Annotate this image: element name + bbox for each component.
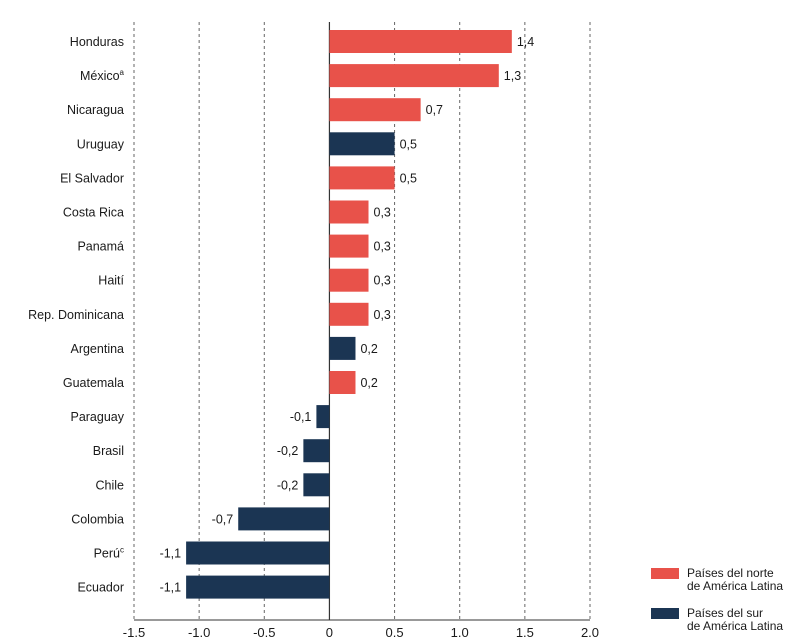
bar <box>329 336 356 360</box>
x-tick-label: 2.0 <box>581 625 599 640</box>
category-label: Méxicoa <box>80 68 125 83</box>
category-label: Costa Rica <box>63 206 124 220</box>
bar <box>303 439 330 463</box>
category-label: El Salvador <box>60 171 124 185</box>
category-label: Guatemala <box>63 376 124 390</box>
legend-label-line2: de América Latina <box>687 619 783 633</box>
bar <box>329 302 369 326</box>
category-labels: Honduras Méxicoa Nicaragua Uruguay El Salvad… <box>28 35 125 595</box>
x-tick-label: 1.5 <box>516 625 534 640</box>
category-label: Perúc <box>94 546 124 561</box>
value-labels: 1,4 1,3 0,7 0,5 0,5 0,3 0,3 0,3 0,3 0,2 0,2 -0,1 -0,… <box>160 35 535 595</box>
bar <box>186 575 330 599</box>
x-tick-label: 1.0 <box>451 625 469 640</box>
value-label: 0,3 <box>374 308 391 322</box>
bar <box>329 234 369 258</box>
value-label: -0,2 <box>277 478 299 492</box>
value-label: 0,3 <box>374 240 391 254</box>
category-label: Panamá <box>77 240 124 254</box>
value-label: 1,3 <box>504 69 521 83</box>
bar <box>329 200 369 224</box>
category-label: Haití <box>98 274 124 288</box>
legend-label: Países del sur <box>687 606 763 620</box>
category-label: Ecuador <box>77 581 124 595</box>
value-label: -1,1 <box>160 581 182 595</box>
value-label: 0,2 <box>360 376 377 390</box>
bar <box>329 30 512 53</box>
category-label: Colombia <box>71 512 124 526</box>
category-label: Paraguay <box>70 410 124 424</box>
bar <box>316 405 330 429</box>
value-label: 0,2 <box>360 342 377 356</box>
value-label: 1,4 <box>517 35 534 49</box>
value-label: -0,2 <box>277 444 299 458</box>
category-label: Brasil <box>93 444 124 458</box>
legend-label: Países del norte <box>687 566 774 580</box>
category-label: Chile <box>96 478 125 492</box>
category-label: Uruguay <box>77 137 125 151</box>
x-tick-label: -1.0 <box>188 625 210 640</box>
value-label: -0,7 <box>212 512 234 526</box>
value-label: -1,1 <box>160 547 182 561</box>
x-tick-label: -0.5 <box>253 625 275 640</box>
legend-swatch <box>651 608 679 619</box>
value-label: 0,7 <box>426 103 443 117</box>
legend-swatch <box>651 568 679 579</box>
legend-label-line2: de América Latina <box>687 579 783 593</box>
value-label: 0,5 <box>400 137 417 151</box>
category-label: Honduras <box>70 35 124 49</box>
bar <box>186 541 330 565</box>
category-label: Argentina <box>70 342 124 356</box>
bars <box>186 30 512 599</box>
bar <box>329 268 369 292</box>
value-label: 0,3 <box>374 274 391 288</box>
bar <box>329 371 356 394</box>
value-label: -0,1 <box>290 410 312 424</box>
bar <box>329 64 499 88</box>
x-tick-label: 0 <box>326 625 333 640</box>
x-tick-label: 0.5 <box>386 625 404 640</box>
bar <box>303 473 330 497</box>
value-label: 0,3 <box>374 206 391 220</box>
x-axis: -1.5 -1.0 -0.5 0 0.5 1.0 1.5 2.0 <box>123 619 599 640</box>
category-label: Rep. Dominicana <box>28 308 124 322</box>
bar <box>329 98 421 122</box>
value-label: 0,5 <box>400 171 417 185</box>
bar <box>329 132 395 156</box>
bar <box>238 507 330 531</box>
category-label: Nicaragua <box>67 103 124 117</box>
x-tick-label: -1.5 <box>123 625 145 640</box>
bar <box>329 166 395 190</box>
